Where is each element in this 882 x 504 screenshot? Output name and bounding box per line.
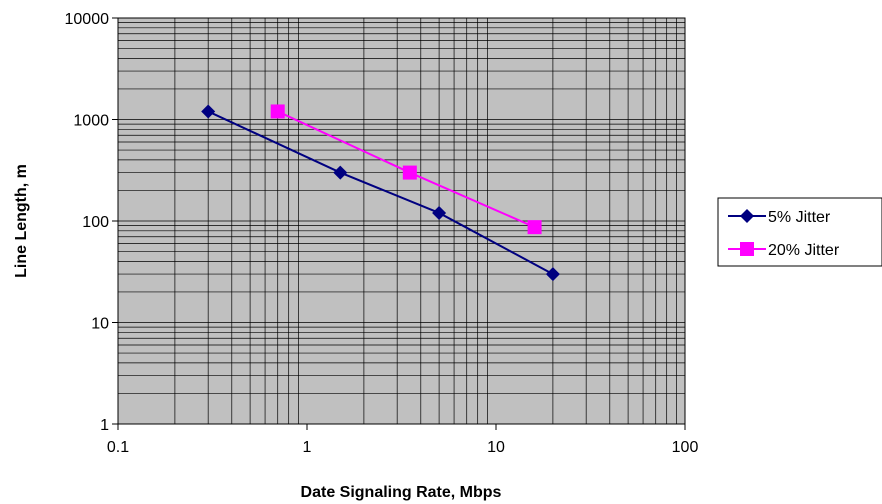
grid-lines bbox=[118, 18, 685, 424]
x-tick-label: 100 bbox=[672, 439, 699, 456]
y-tick-label: 1 bbox=[100, 417, 109, 434]
legend: 5% Jitter 20% Jitter bbox=[717, 197, 882, 267]
tick-labels: 0.1 1 10 100 1 10 100 1000 10000 bbox=[65, 11, 699, 456]
legend-label-20-jitter: 20% Jitter bbox=[768, 242, 840, 259]
x-tick-label: 0.1 bbox=[107, 439, 129, 456]
y-axis-title: Line Length, m bbox=[13, 164, 30, 278]
legend-marker-5-jitter bbox=[740, 209, 754, 223]
data-point-20-jitter bbox=[402, 165, 417, 180]
data-point-5-jitter bbox=[432, 205, 447, 220]
legend-label-5-jitter: 5% Jitter bbox=[768, 209, 831, 226]
y-tick-label: 10 bbox=[91, 316, 109, 333]
data-series bbox=[201, 104, 560, 282]
legend-marker-20-jitter bbox=[740, 242, 754, 256]
x-axis-title: Date Signaling Rate, Mbps bbox=[301, 484, 502, 501]
x-tick-label: 10 bbox=[487, 439, 505, 456]
x-tick-label: 1 bbox=[303, 439, 312, 456]
data-point-5-jitter bbox=[545, 267, 560, 282]
series-line-5-jitter bbox=[207, 110, 554, 275]
data-point-5-jitter bbox=[201, 104, 216, 119]
y-tick-label: 100 bbox=[82, 214, 109, 231]
y-tick-label: 10000 bbox=[65, 11, 110, 28]
y-tick-label: 1000 bbox=[73, 113, 109, 130]
data-point-20-jitter bbox=[527, 220, 542, 235]
data-point-5-jitter bbox=[333, 165, 348, 180]
data-point-20-jitter bbox=[270, 104, 285, 119]
axis-ticks bbox=[112, 17, 686, 430]
